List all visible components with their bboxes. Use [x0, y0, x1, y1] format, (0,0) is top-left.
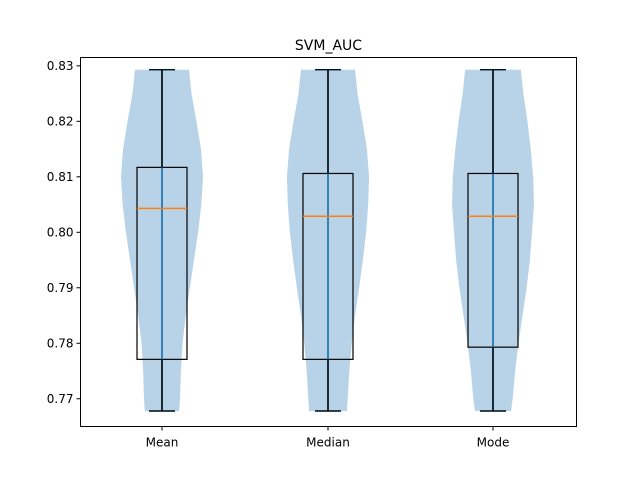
y-tick-label: 0.78: [47, 336, 74, 350]
x-axis: Mean Median Mode: [146, 426, 510, 450]
x-tick-label: Mean: [146, 436, 179, 450]
y-tick-label: 0.83: [47, 59, 74, 73]
violin-group: [452, 68, 534, 412]
y-axis: 0.77 0.78 0.79 0.80 0.81 0.82 0.83: [47, 59, 81, 406]
y-tick-label: 0.77: [47, 392, 74, 406]
chart-title: SVM_AUC: [295, 38, 362, 54]
x-tick-label: Mode: [477, 436, 510, 450]
x-tick-label: Median: [306, 436, 350, 450]
violin-group: [287, 68, 369, 412]
y-tick-label: 0.81: [47, 170, 74, 184]
y-tick-label: 0.79: [47, 281, 74, 295]
y-tick-label: 0.82: [47, 114, 74, 128]
violin-group: [121, 68, 203, 412]
y-tick-label: 0.80: [47, 225, 74, 239]
plot-area: [121, 68, 534, 412]
